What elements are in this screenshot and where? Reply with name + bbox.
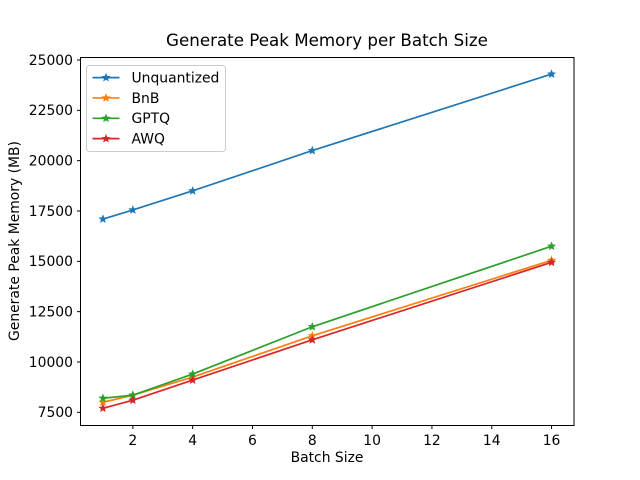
y-axis-ticks: 7500 10000 12500 15000 17500 20000 22500 25000 <box>29 53 81 421</box>
legend-entry-gptq: GPTQ <box>92 111 171 127</box>
data-point-star-marker <box>128 390 138 400</box>
x-tick-label: 4 <box>188 433 197 449</box>
x-tick-label: 2 <box>128 433 137 449</box>
series-awq <box>98 257 557 413</box>
legend-star-marker <box>101 93 111 102</box>
legend-label: GPTQ <box>132 111 171 127</box>
chart-title: Generate Peak Memory per Batch Size <box>166 30 488 50</box>
legend: Unquantized BnB GPTQ AWQ <box>86 65 226 152</box>
legend-label: BnB <box>132 91 160 107</box>
data-point-star-marker <box>547 69 557 78</box>
plot-frame <box>80 57 575 426</box>
legend-entry-bnb: BnB <box>92 91 160 107</box>
data-point-star-marker <box>188 369 198 378</box>
x-axis-label: Batch Size <box>290 450 364 466</box>
x-tick-label: 8 <box>308 433 317 449</box>
series-line <box>102 245 553 400</box>
x-tick-label: 10 <box>363 433 381 449</box>
y-tick-label: 22500 <box>29 103 73 119</box>
data-point-star-marker <box>188 375 198 384</box>
y-tick-label: 10000 <box>29 355 73 371</box>
data-point-star-marker <box>547 241 557 251</box>
x-tick-label: 14 <box>483 433 501 449</box>
legend-star-marker <box>101 113 111 123</box>
legend-star-marker <box>101 72 111 82</box>
data-point-star-marker <box>98 403 108 413</box>
data-point-star-marker <box>307 321 317 331</box>
series-gptq <box>98 241 557 403</box>
x-axis-ticks: 2 4 6 8 10 12 14 16 <box>128 425 561 449</box>
x-tick-label: 16 <box>543 433 561 449</box>
data-point-star-marker <box>307 145 317 155</box>
y-tick-label: 12500 <box>29 305 73 321</box>
data-point-star-marker <box>128 395 138 405</box>
data-point-star-marker <box>98 393 108 403</box>
legend-star-marker <box>101 133 111 143</box>
y-tick-label: 25000 <box>29 53 73 69</box>
legend-label: Unquantized <box>132 71 220 87</box>
data-point-star-marker <box>547 257 557 267</box>
y-tick-label: 20000 <box>29 154 73 170</box>
series-unquantized <box>98 69 557 223</box>
series-line <box>102 259 553 404</box>
data-point-star-marker <box>188 186 198 195</box>
series-line <box>102 261 553 410</box>
y-tick-label: 17500 <box>29 204 73 220</box>
data-point-star-marker <box>128 205 138 214</box>
legend-entry-awq: AWQ <box>92 132 165 148</box>
y-tick-label: 7500 <box>38 405 73 421</box>
x-tick-label: 12 <box>423 433 441 449</box>
legend-box <box>86 65 226 152</box>
y-axis-label: Generate Peak Memory (MB) <box>7 141 23 341</box>
data-point-star-marker <box>98 214 108 223</box>
data-point-star-marker <box>98 397 108 407</box>
y-tick-label: 15000 <box>29 254 73 270</box>
data-point-star-marker <box>307 335 317 344</box>
legend-label: AWQ <box>132 132 165 148</box>
legend-entry-unquantized: Unquantized <box>92 71 220 87</box>
x-tick-label: 6 <box>248 433 257 449</box>
